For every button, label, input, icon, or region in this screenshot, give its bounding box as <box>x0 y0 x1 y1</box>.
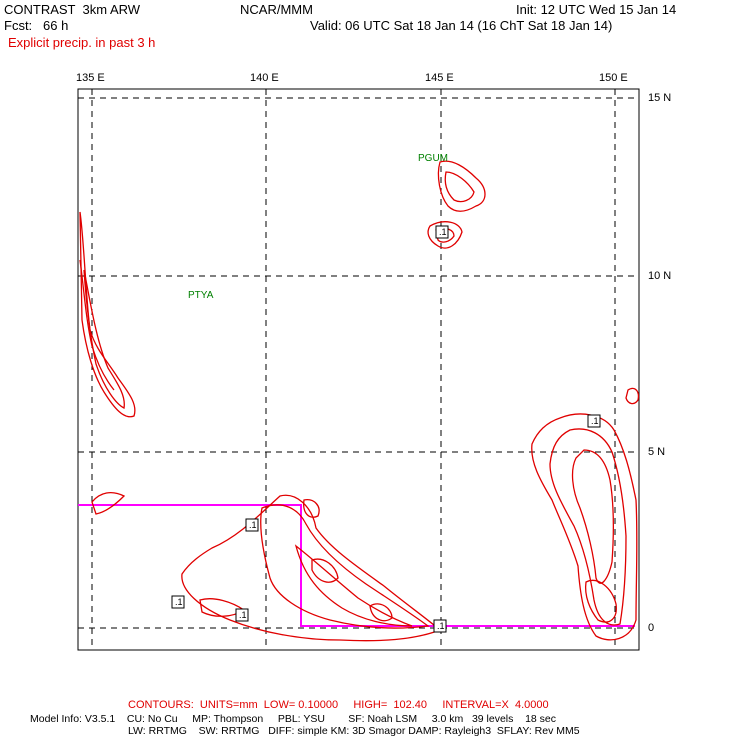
domain-boundary <box>78 504 635 627</box>
field-title: Explicit precip. in past 3 h <box>8 35 156 50</box>
contour-east-band-mid <box>549 428 627 626</box>
station-markers: PGUM PTYA <box>188 153 448 301</box>
contour-west-small <box>91 491 126 515</box>
contour-east-cell-a <box>584 579 617 623</box>
model-name: CONTRAST 3km ARW <box>4 2 141 17</box>
lat-label-0: 0 <box>648 622 655 634</box>
lon-label-135e: 135 E <box>76 72 105 84</box>
contour-label: .1 <box>437 621 445 631</box>
lon-label-145e: 145 E <box>425 72 454 84</box>
contour-label: .1 <box>239 610 247 620</box>
contour-south-band-mid <box>260 504 430 629</box>
contour-south-cell-a <box>303 499 320 518</box>
forecast-hour: Fcst: 66 h <box>4 18 69 33</box>
lat-label-15n: 15 N <box>648 92 672 104</box>
contour-guam-south <box>427 221 463 249</box>
model-info-line-1: Model Info: V3.5.1 CU: No Cu MP: Thompso… <box>30 713 556 725</box>
valid-time: Valid: 06 UTC Sat 18 Jan 14 (16 ChT Sat … <box>310 18 613 33</box>
lat-label-5n: 5 N <box>648 446 666 458</box>
lat-label-10n: 10 N <box>648 270 672 282</box>
contour-value-labels: .1 .1 .1 .1 .1 .1 <box>171 225 601 633</box>
station-label-ptya: PTYA <box>188 290 214 301</box>
contour-south-band-inner <box>294 544 413 627</box>
model-info-line-2: LW: RRTMG SW: RRTMG DIFF: simple KM: 3D … <box>128 725 580 737</box>
contour-south-cell-b <box>311 558 339 583</box>
lat-lon-grid <box>78 89 639 650</box>
contour-info: CONTOURS: UNITS=mm LOW= 0.10000 HIGH= 10… <box>128 699 549 711</box>
domain-box-line <box>78 504 635 627</box>
precip-contours <box>79 160 640 642</box>
contour-label: .1 <box>175 597 183 607</box>
lon-label-150e: 150 E <box>599 72 628 84</box>
contour-label: .1 <box>249 520 257 530</box>
contour-east-edge-cell <box>625 387 640 405</box>
contour-south-cell-c <box>369 603 393 622</box>
center-name: NCAR/MMM <box>240 2 313 17</box>
init-time: Init: 12 UTC Wed 15 Jan 14 <box>516 2 677 17</box>
contour-label: .1 <box>591 416 599 426</box>
contour-east-band-inner <box>571 449 614 584</box>
map-frame <box>77 88 640 651</box>
station-label-pgum: PGUM <box>418 153 448 164</box>
lon-label-140e: 140 E <box>250 72 279 84</box>
contour-guam-north-inner <box>444 171 475 203</box>
contour-guam-north <box>437 160 486 212</box>
contour-west-band-line <box>79 259 115 391</box>
contour-label: .1 <box>439 227 447 237</box>
contour-east-band-outer <box>531 413 638 641</box>
contour-west-band-inner <box>83 269 125 409</box>
